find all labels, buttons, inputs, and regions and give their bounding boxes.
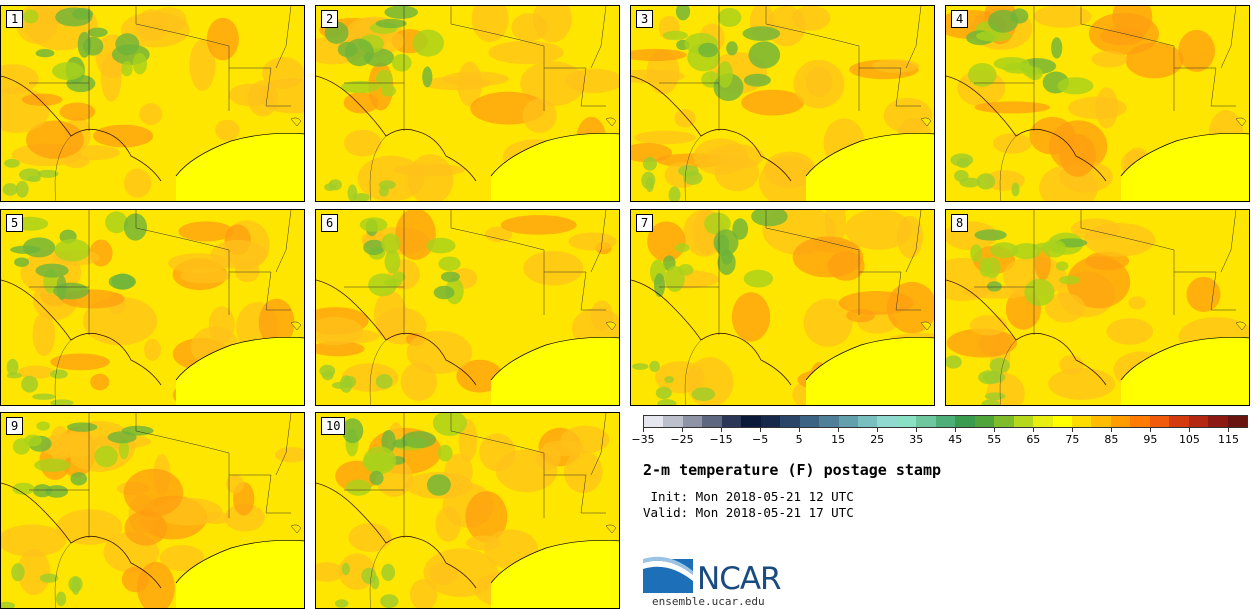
colorbar-segment xyxy=(663,416,683,427)
colorbar-tick-label: 65 xyxy=(1026,433,1041,446)
colorbar-segment xyxy=(1071,416,1092,427)
stamp-panel: 5 xyxy=(0,209,305,406)
colorbar-tick-label: −5 xyxy=(751,433,769,446)
colorbar-segment xyxy=(994,416,1014,427)
colorbar-tick xyxy=(994,428,996,432)
stamp-panel: 2 xyxy=(315,5,620,202)
stamp-panel: 7 xyxy=(630,209,935,406)
colorbar-segment xyxy=(838,416,858,427)
colorbar-tick xyxy=(1033,428,1035,432)
panel-label: 2 xyxy=(321,10,339,28)
colorbar-tick xyxy=(1228,428,1230,432)
colorbar-segment xyxy=(1169,416,1189,427)
stamp-panel: 1 xyxy=(0,5,305,202)
colorbar-segment xyxy=(1208,416,1228,427)
colorbar-tick-label: −35 xyxy=(631,433,655,446)
colorbar-tick-label: 115 xyxy=(1217,433,1239,446)
colorbar-segment xyxy=(741,416,761,427)
colorbar-tick xyxy=(877,428,879,432)
panel-label: 7 xyxy=(636,214,654,232)
colorbar-segment xyxy=(896,416,917,427)
panel-label: 4 xyxy=(951,10,969,28)
colorbar-tick xyxy=(760,428,762,432)
colorbar-tick xyxy=(1111,428,1113,432)
colorbar-tick xyxy=(916,428,918,432)
colorbar-tick xyxy=(721,428,723,432)
site-url: ensemble.ucar.edu xyxy=(652,595,765,608)
panel-label: 10 xyxy=(321,417,346,435)
colorbar-ticks: −35 −25 −15 −5 5 15 25 35 45 55 65 75 85 95 105 115 xyxy=(631,428,1248,448)
colorbar-tick-label: 25 xyxy=(870,433,885,446)
valid-time: Valid: Mon 2018-05-21 17 UTC xyxy=(643,505,854,520)
colorbar-tick-label: 45 xyxy=(948,433,963,446)
colorbar-tick-label: −15 xyxy=(709,433,733,446)
colorbar-segment xyxy=(877,416,897,427)
colorbar-segment xyxy=(1052,416,1072,427)
stamp-panel: 9 xyxy=(0,412,305,609)
colorbar-tick-label: 95 xyxy=(1143,433,1158,446)
panel-label: 8 xyxy=(951,214,969,232)
colorbar-segment xyxy=(682,416,703,427)
colorbar-tick-label: 15 xyxy=(831,433,846,446)
colorbar-tick xyxy=(955,428,957,432)
colorbar-segment xyxy=(935,416,956,427)
panel-label: 3 xyxy=(636,10,654,28)
colorbar-segment xyxy=(1033,416,1053,427)
colorbar-tick-label: 75 xyxy=(1065,433,1080,446)
colorbar-tick xyxy=(643,428,644,432)
stamp-panel: 6 xyxy=(315,209,620,406)
colorbar-segment xyxy=(721,416,742,427)
colorbar-segment xyxy=(760,416,781,427)
ncar-logo-text: NCAR xyxy=(697,561,782,597)
colorbar-tick-label: 5 xyxy=(795,433,803,446)
colorbar-tick xyxy=(799,428,801,432)
figure-title: 2-m temperature (F) postage stamp xyxy=(643,461,942,479)
colorbar-tick-label: 85 xyxy=(1104,433,1119,446)
panel-label: 6 xyxy=(321,214,339,232)
colorbar-segment xyxy=(1130,416,1150,427)
colorbar-tick-label: −25 xyxy=(670,433,694,446)
colorbar-segment xyxy=(799,416,820,427)
colorbar-segment xyxy=(916,416,936,427)
colorbar-tick xyxy=(838,428,840,432)
init-time: Init: Mon 2018-05-21 12 UTC xyxy=(643,489,854,504)
colorbar-segment xyxy=(1091,416,1111,427)
stamp-panel: 10 xyxy=(315,412,620,609)
colorbar-segment xyxy=(974,416,995,427)
panel-label: 9 xyxy=(6,417,24,435)
colorbar-tick-label: 105 xyxy=(1178,433,1200,446)
colorbar-segment xyxy=(1188,416,1209,427)
colorbar-tick-label: 35 xyxy=(909,433,924,446)
colorbar-tick xyxy=(1189,428,1191,432)
colorbar-tick-label: 55 xyxy=(987,433,1002,446)
colorbar-segment xyxy=(819,416,839,427)
colorbar-segment xyxy=(1227,416,1248,427)
stamp-panel: 4 xyxy=(945,5,1250,202)
colorbar-segment xyxy=(644,416,664,427)
colorbar-segment xyxy=(857,416,878,427)
colorbar-segment xyxy=(1110,416,1131,427)
stamp-panel: 3 xyxy=(630,5,935,202)
ncar-logo-icon xyxy=(643,556,693,593)
colorbar-segment xyxy=(702,416,722,427)
colorbar-tick xyxy=(1072,428,1074,432)
colorbar-segment xyxy=(1013,416,1034,427)
colorbar-segment xyxy=(780,416,800,427)
colorbar-tick xyxy=(1150,428,1152,432)
colorbar-tick xyxy=(682,428,684,432)
temperature-colorbar xyxy=(643,415,1248,428)
colorbar-segment xyxy=(1149,416,1170,427)
colorbar-segment xyxy=(955,416,975,427)
panel-label: 5 xyxy=(6,214,24,232)
stamp-panel: 8 xyxy=(945,209,1250,406)
panel-label: 1 xyxy=(6,10,24,28)
